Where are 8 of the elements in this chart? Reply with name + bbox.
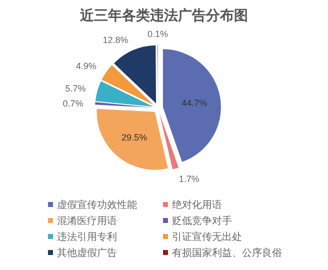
legend-label: 绝对化用语 [172, 199, 222, 211]
legend-label: 其他虚假广告 [57, 247, 117, 259]
legend-label: 贬低竞争对手 [172, 215, 232, 227]
legend-label: 混淆医疗用语 [57, 215, 117, 227]
legend-label: 违法引用专利 [57, 231, 117, 243]
legend-label: 引证宣传无出处 [172, 231, 242, 243]
title: 近三年各类违法广告分布图 [80, 7, 248, 23]
legend-label: 虚假宣传功效性能 [57, 199, 137, 211]
